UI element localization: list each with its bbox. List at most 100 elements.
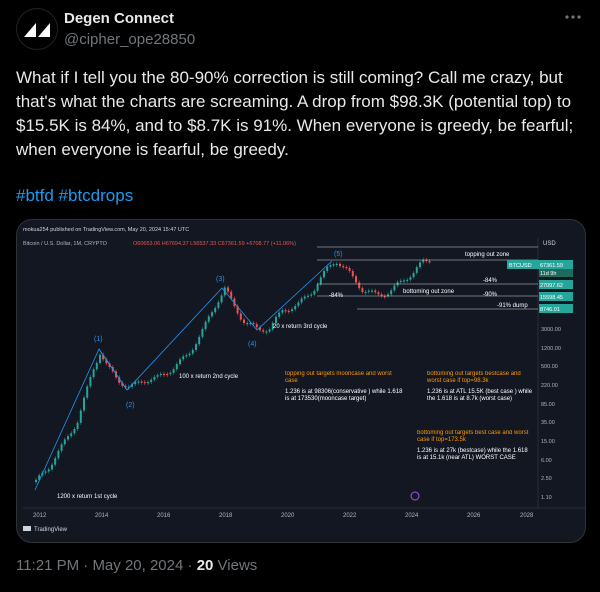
candle [137, 381, 140, 383]
y-tick: 2.50 [541, 476, 552, 482]
hashtag-link[interactable]: #btcdrops [58, 186, 134, 205]
level-lines [317, 246, 538, 310]
author-name[interactable]: Degen Connect [64, 10, 175, 27]
candle [303, 296, 306, 299]
candle [51, 464, 53, 470]
triangle-logo-icon [24, 23, 50, 37]
candle [121, 382, 124, 386]
candle [57, 450, 60, 459]
level-label: bottoming out zone [403, 289, 455, 295]
candle [415, 267, 418, 273]
svg-text:TradingView: TradingView [34, 527, 68, 533]
candle [316, 284, 319, 291]
level-label: -84% [483, 278, 498, 284]
candle [326, 266, 329, 271]
elliott-wave-line [34, 260, 333, 491]
candle [364, 291, 367, 294]
candle [390, 290, 393, 295]
candle [278, 312, 281, 317]
post-date[interactable]: May 20, 2024 [92, 557, 184, 574]
candle [230, 291, 233, 299]
candle [307, 295, 309, 297]
candle [412, 272, 415, 278]
candle [377, 292, 380, 295]
candle [143, 381, 146, 384]
wave-label: (4) [248, 341, 257, 348]
ohlc-line: O60653.06 H67694.37 L56537.33 C67361.59 … [133, 241, 296, 247]
candle [383, 295, 386, 298]
y-tick: 6.00 [541, 458, 552, 464]
candle [217, 302, 220, 308]
candle [156, 375, 159, 377]
candle [351, 270, 354, 277]
candle [319, 277, 322, 285]
candle [297, 302, 300, 306]
candle [393, 285, 396, 291]
x-tick: 2018 [219, 513, 233, 519]
candle [252, 322, 255, 325]
x-tick: 2012 [33, 513, 47, 519]
y-tick: 1.10 [541, 495, 552, 501]
views-label: Views [217, 557, 258, 574]
candle [355, 276, 357, 283]
chart-image[interactable]: mokua254 published on TradingView.com, M… [16, 219, 586, 543]
candle [89, 377, 92, 387]
candle [425, 259, 428, 262]
y-tick: 220.00 [541, 383, 558, 389]
candle [291, 309, 293, 312]
candle [179, 359, 181, 365]
views-count: 20 [196, 557, 214, 574]
candle [172, 369, 175, 373]
y-tick: 85.00 [541, 402, 555, 408]
candle [294, 305, 297, 310]
candle [428, 261, 431, 263]
candle [163, 373, 165, 376]
author-handle[interactable]: @cipher_ope28850 [64, 31, 196, 48]
currency-label: USD [543, 241, 556, 247]
candle [300, 298, 303, 303]
candle [95, 362, 98, 370]
candle [287, 310, 290, 313]
candle [70, 433, 73, 437]
candle [211, 312, 213, 317]
candle [198, 336, 201, 345]
post-text: What if I tell you the 80-90% correction… [16, 68, 574, 159]
post-time[interactable]: 11:21 PM [16, 557, 80, 574]
candle [63, 439, 66, 445]
avatar[interactable] [16, 8, 58, 50]
candle [361, 288, 364, 293]
price-tag: 8746.01 [540, 307, 560, 313]
more-options-button[interactable] [564, 8, 582, 31]
candle [387, 294, 389, 297]
candle [195, 344, 197, 350]
candle [243, 319, 245, 324]
candle [166, 373, 169, 376]
candle [284, 310, 287, 312]
candle [38, 475, 41, 480]
candle [182, 356, 185, 360]
candle [323, 270, 325, 278]
candle [329, 265, 332, 267]
y-tick: 35.00 [541, 420, 555, 426]
candle [102, 354, 105, 360]
candle [310, 294, 313, 296]
price-tag: 67361.59 [540, 263, 563, 269]
candle [227, 287, 229, 292]
candle [249, 322, 252, 325]
candle [44, 471, 47, 473]
bottom-best-note: bottoming out targets bestcase and worst… [427, 371, 532, 402]
hashtag-link[interactable]: #btfd [16, 186, 54, 205]
x-tick: 2020 [281, 513, 295, 519]
candle [265, 331, 268, 333]
level-label: -91% dump [497, 303, 528, 309]
top-targets-note: topping out targets mooncase and worst c… [285, 371, 402, 402]
candle [67, 436, 69, 440]
x-tick: 2028 [520, 513, 534, 519]
candle [127, 386, 130, 388]
return-annotations: 100 x return 2nd cycle 20 x return 3rd c… [57, 324, 328, 500]
candle [131, 384, 133, 387]
candle [54, 458, 57, 465]
x-axis: 2012 2014 2016 2018 2020 2022 2024 2026 … [33, 513, 534, 519]
candle [419, 262, 421, 268]
candle [207, 316, 210, 322]
